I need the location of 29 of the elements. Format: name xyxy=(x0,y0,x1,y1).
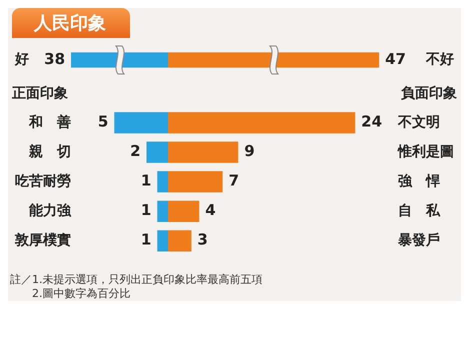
y-tick-label: 不文明 xyxy=(397,113,440,130)
data-label: 24 xyxy=(361,112,382,131)
data-label: 7 xyxy=(228,172,240,190)
data-label: 4 xyxy=(205,201,216,220)
y-tick-label: 能力強 xyxy=(29,202,72,219)
y-tick-label: 暴發戶 xyxy=(397,231,440,248)
y-tick-label: 好 xyxy=(14,52,29,68)
data-label: 3 xyxy=(197,230,208,249)
text: 註／1.未提示選項，只列出正負印象比率最高前五項 xyxy=(10,273,264,287)
text: 2.圖中數字為百分比 xyxy=(31,287,132,301)
y-tick-label: 自 私 xyxy=(398,202,441,219)
y-tick-label: 和 善 xyxy=(28,113,71,130)
data-label: 47 xyxy=(385,50,406,68)
y-axis-title: 正面印象 xyxy=(11,86,68,102)
y-tick-label: 敦厚樸實 xyxy=(14,231,71,248)
y-axis-title: 負面印象 xyxy=(401,86,457,102)
data-label: 2 xyxy=(130,142,140,160)
y-tick-label: 不好 xyxy=(425,52,454,68)
y-tick-label: 吃苦耐勞 xyxy=(15,173,71,190)
data-label: 9 xyxy=(244,142,255,160)
y-tick-label: 惟利是圖 xyxy=(397,144,454,160)
data-label: 38 xyxy=(44,50,66,68)
data-label: 1 xyxy=(140,201,152,220)
chart-title: 人民印象 xyxy=(12,8,130,38)
data-label: 1 xyxy=(140,230,152,249)
data-label: 1 xyxy=(140,172,152,190)
y-tick-label: 強 悍 xyxy=(398,173,440,190)
data-label: 5 xyxy=(98,112,108,131)
y-tick-label: 親 切 xyxy=(28,142,71,160)
